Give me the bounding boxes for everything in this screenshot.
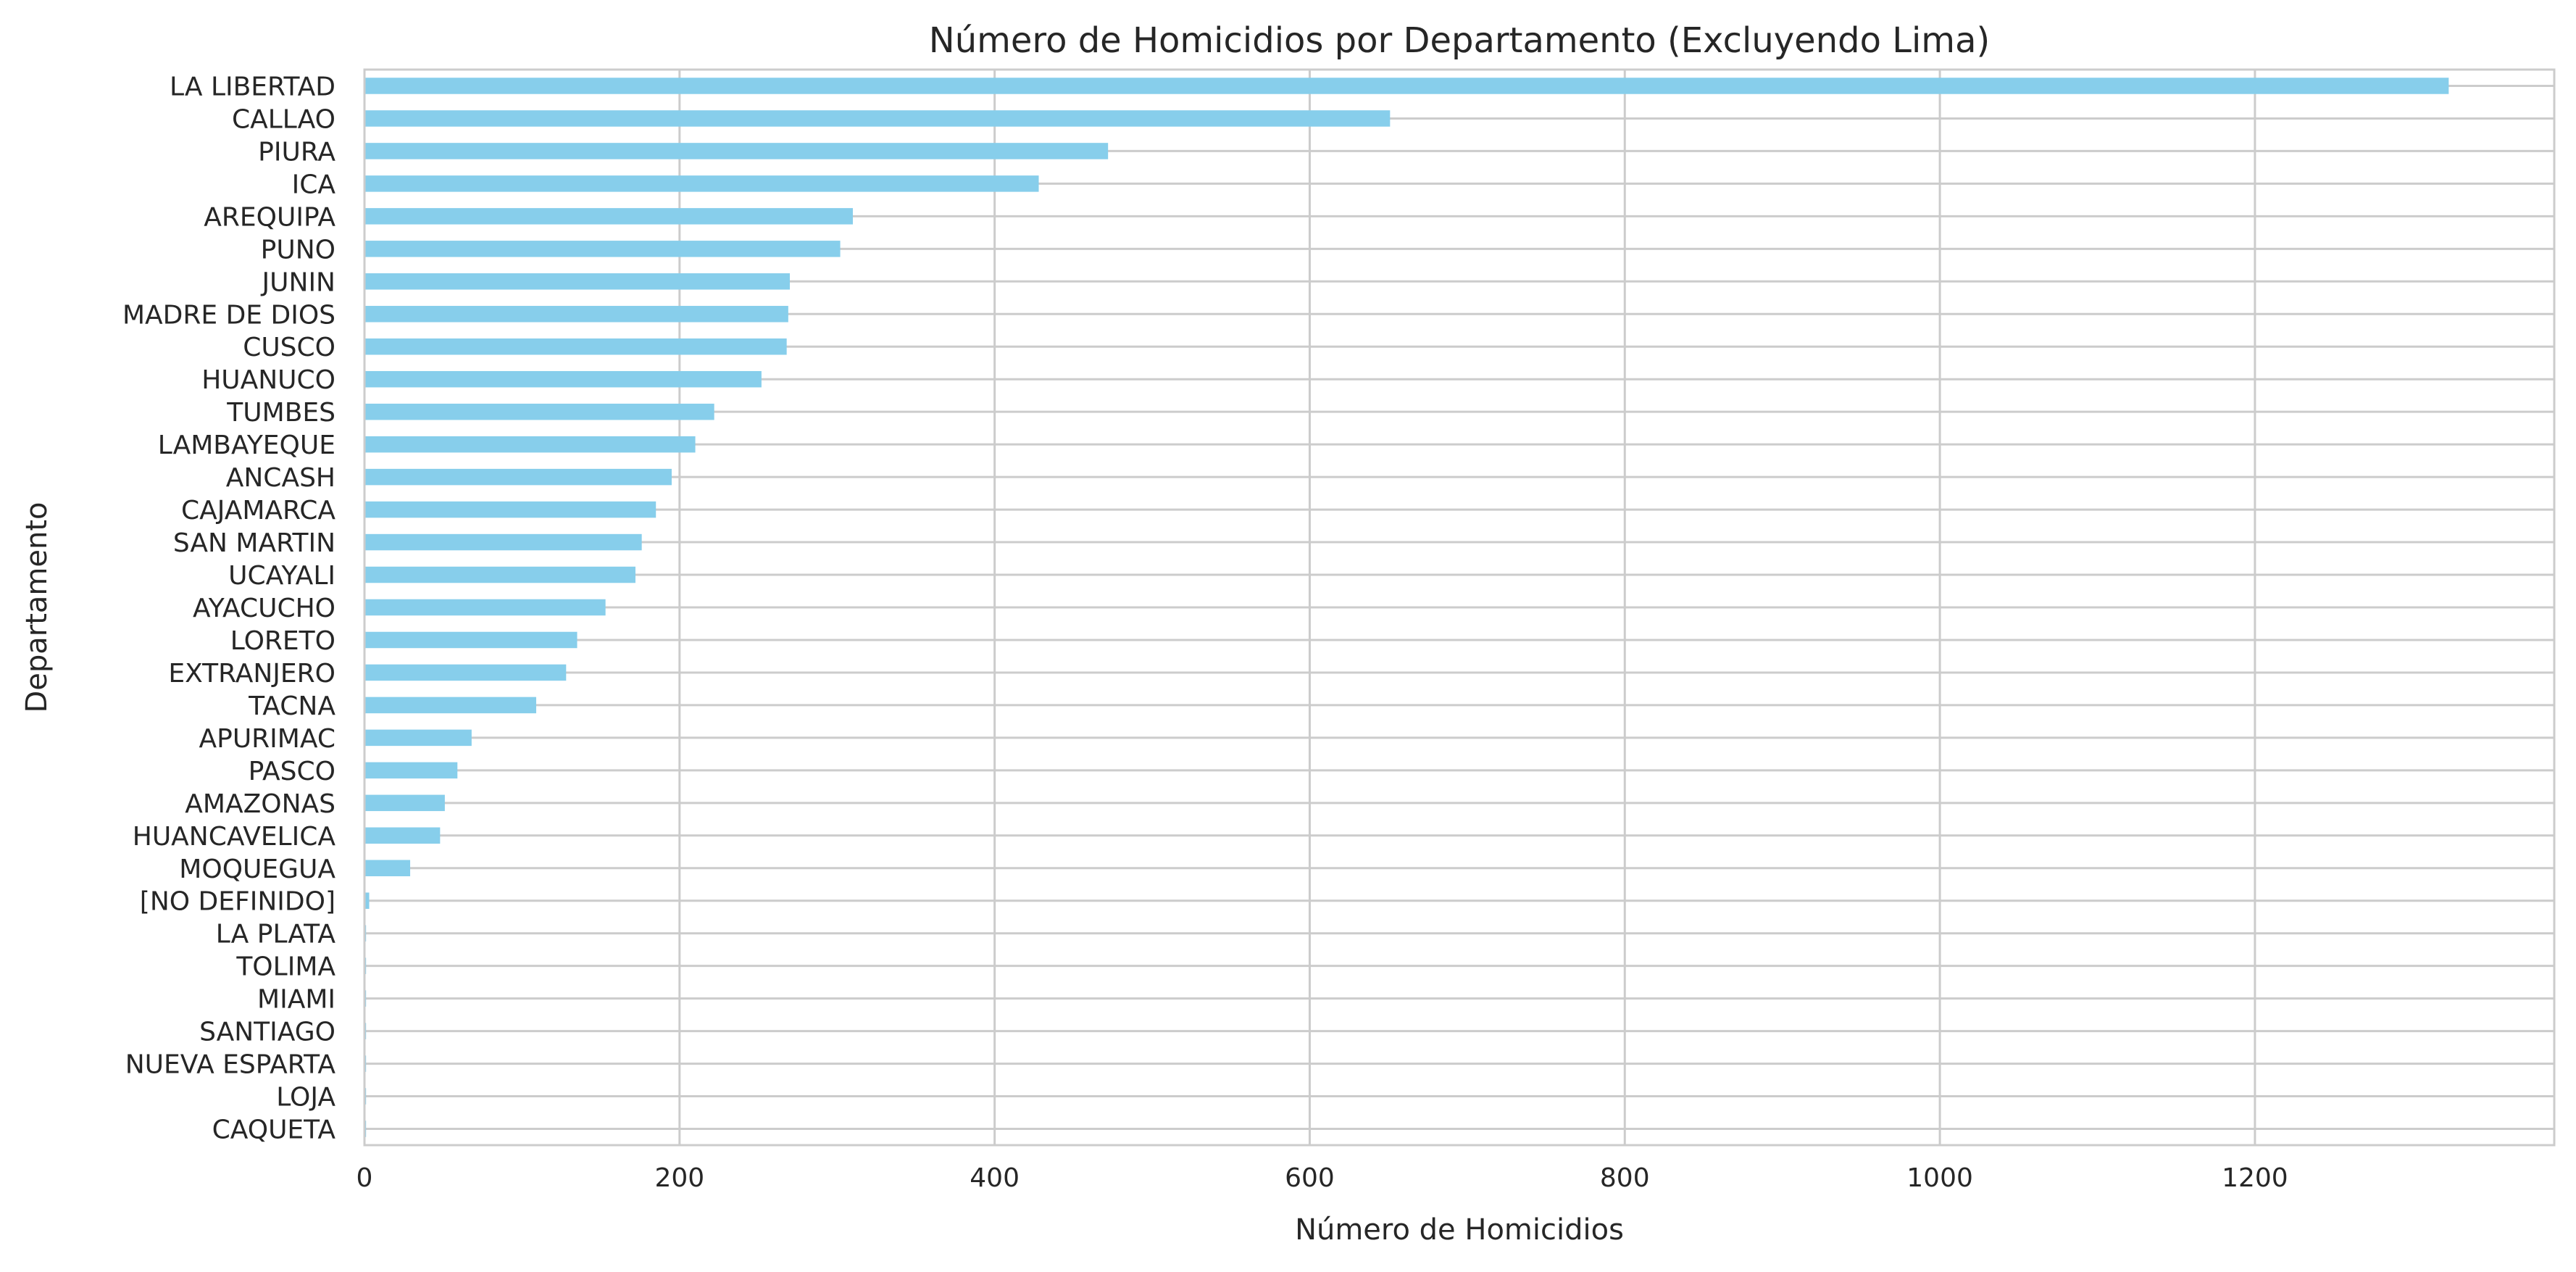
bar bbox=[364, 631, 578, 649]
x-tick-label: 1000 bbox=[1906, 1163, 1973, 1193]
y-tick-label: ICA bbox=[292, 170, 336, 199]
y-tick-label: NUEVA ESPARTA bbox=[125, 1050, 336, 1080]
y-tick-label: MIAMI bbox=[257, 985, 335, 1015]
y-tick-label: CUSCO bbox=[243, 333, 335, 362]
x-tick-label: 200 bbox=[654, 1163, 704, 1193]
y-tick-label: LOJA bbox=[276, 1083, 335, 1113]
x-tick-label: 600 bbox=[1285, 1163, 1335, 1193]
y-tick-label: CAQUETA bbox=[212, 1115, 336, 1145]
y-tick-label: CALLAO bbox=[232, 104, 335, 134]
bar bbox=[364, 566, 635, 583]
y-tick-label: LA LIBERTAD bbox=[170, 72, 335, 101]
bar bbox=[364, 794, 445, 812]
bar bbox=[364, 143, 1109, 159]
y-tick-label: TACNA bbox=[248, 691, 335, 721]
bar bbox=[364, 306, 788, 323]
y-tick-label: EXTRANJERO bbox=[168, 659, 335, 689]
y-tick-label: PUNO bbox=[261, 235, 335, 265]
bar bbox=[364, 860, 411, 876]
bar bbox=[364, 599, 606, 616]
y-tick-label: PASCO bbox=[249, 757, 335, 786]
x-tick-label: 800 bbox=[1600, 1163, 1650, 1193]
y-tick-label: MADRE DE DIOS bbox=[122, 300, 335, 330]
y-tick-label: [NO DEFINIDO] bbox=[140, 887, 335, 917]
bar bbox=[364, 208, 853, 225]
x-axis-label: Número de Homicidios bbox=[1295, 1213, 1624, 1247]
y-tick-label: SANTIAGO bbox=[199, 1018, 335, 1047]
x-tick-label: 400 bbox=[970, 1163, 1020, 1193]
bar bbox=[364, 664, 567, 681]
y-tick-label: APURIMAC bbox=[199, 724, 335, 754]
y-tick-label: TUMBES bbox=[226, 398, 335, 428]
bar bbox=[364, 697, 536, 714]
y-tick-label: LORETO bbox=[230, 626, 335, 656]
y-tick-label: LAMBAYEQUE bbox=[158, 431, 335, 460]
bar bbox=[364, 273, 791, 290]
bar bbox=[364, 762, 458, 779]
y-tick-label: SAN MARTIN bbox=[173, 528, 335, 558]
y-tick-label: MOQUEGUA bbox=[179, 855, 335, 884]
plot-frame bbox=[363, 68, 2556, 1147]
x-tick-labels: 0 200 400 600 800 1000 1200 bbox=[357, 1163, 2288, 1193]
bar bbox=[364, 110, 1391, 127]
y-tick-label: TOLIMA bbox=[235, 952, 335, 982]
bar bbox=[364, 827, 441, 844]
y-tick-label: UCAYALI bbox=[228, 561, 335, 591]
bar bbox=[364, 436, 696, 453]
chart-title: Número de Homicidios por Departamento (E… bbox=[929, 20, 1990, 61]
bars bbox=[364, 78, 2449, 1137]
bar bbox=[364, 241, 841, 257]
bar bbox=[364, 78, 2449, 94]
x-tick-label: 1200 bbox=[2222, 1163, 2288, 1193]
bar bbox=[364, 892, 370, 909]
bar bbox=[364, 370, 762, 388]
y-tick-label: AYACUCHO bbox=[193, 594, 335, 623]
bar bbox=[364, 729, 472, 747]
y-tick-label: ANCASH bbox=[226, 463, 335, 493]
bar bbox=[364, 533, 642, 551]
bar bbox=[364, 175, 1039, 192]
y-tick-label: PIURA bbox=[258, 137, 335, 167]
y-tick-label: AREQUIPA bbox=[204, 202, 335, 232]
y-axis-label: Departamento bbox=[20, 502, 54, 712]
y-tick-label: HUANUCO bbox=[201, 365, 335, 395]
y-tick-label: AMAZONAS bbox=[185, 789, 335, 819]
bar bbox=[364, 468, 672, 486]
y-tick-label: HUANCAVELICA bbox=[133, 822, 336, 852]
x-tick-label: 0 bbox=[357, 1163, 373, 1193]
bar bbox=[364, 501, 656, 518]
y-tick-label: JUNIN bbox=[261, 267, 335, 297]
y-tick-label: LA PLATA bbox=[216, 920, 336, 949]
bar bbox=[364, 338, 787, 355]
y-tick-label: CAJAMARCA bbox=[181, 496, 335, 525]
bar bbox=[364, 403, 714, 420]
